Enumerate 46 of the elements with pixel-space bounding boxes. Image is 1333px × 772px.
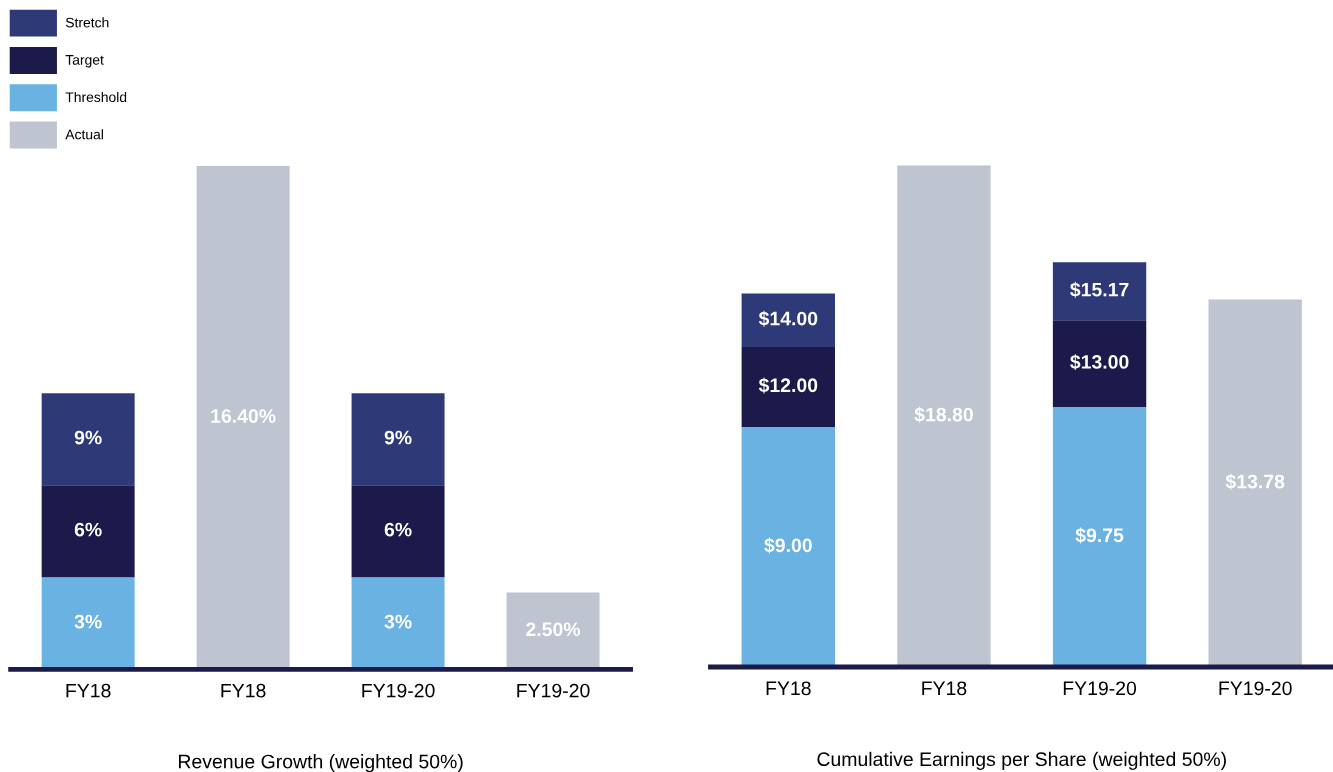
annotation: $13.00 bbox=[1070, 354, 1129, 371]
data-label: 2.50% bbox=[526, 622, 581, 637]
annotation: $15.17 bbox=[1070, 281, 1129, 298]
legend-label: Actual bbox=[65, 129, 103, 140]
data-label: 16.40% bbox=[211, 409, 276, 423]
x-tick-label: FY18 bbox=[922, 681, 967, 696]
bar bbox=[351, 577, 445, 670]
x-tick-label: FY18 bbox=[221, 683, 266, 698]
x-tick-label: FY19-20 bbox=[517, 683, 590, 698]
data-label: $18.80 bbox=[914, 406, 973, 423]
annotation: 9% bbox=[74, 430, 102, 445]
x-tick-label: FY18 bbox=[766, 681, 811, 696]
bar bbox=[506, 592, 600, 670]
bar bbox=[196, 166, 290, 670]
x-axis-title: Cumulative Earnings per Share (weighted 50%) bbox=[817, 751, 1226, 770]
bar bbox=[351, 393, 445, 486]
legend-label: Threshold bbox=[65, 91, 127, 103]
data-label: $13.78 bbox=[1225, 473, 1285, 490]
bar bbox=[741, 346, 835, 427]
bar bbox=[1052, 406, 1147, 668]
data-label: 3% bbox=[74, 614, 102, 629]
data-label: 3% bbox=[384, 614, 412, 629]
bar bbox=[41, 577, 135, 670]
bar bbox=[1208, 299, 1302, 668]
bar bbox=[351, 485, 445, 578]
annotation: 6% bbox=[74, 522, 102, 537]
annotation: $12.00 bbox=[758, 377, 818, 394]
data-label: $9.75 bbox=[1075, 527, 1124, 544]
bar bbox=[41, 485, 135, 578]
bar bbox=[897, 165, 991, 668]
x-tick-label: FY19-20 bbox=[1219, 681, 1292, 696]
bar bbox=[741, 426, 835, 668]
bar bbox=[1052, 320, 1147, 407]
legend-label: Target bbox=[65, 55, 104, 68]
annotation: 6% bbox=[384, 522, 412, 537]
x-tick-label: FY18 bbox=[66, 683, 111, 698]
annotation: 9% bbox=[384, 430, 412, 445]
legend-label: Stretch bbox=[65, 17, 109, 28]
x-tick-label: FY19-20 bbox=[1063, 681, 1137, 696]
annotation: $14.00 bbox=[758, 310, 818, 327]
bar bbox=[1052, 262, 1147, 321]
data-label: $9.00 bbox=[764, 537, 812, 554]
bar bbox=[741, 293, 835, 347]
x-axis-title: Revenue Growth (weighted 50%) bbox=[178, 754, 463, 772]
x-tick-label: FY19-20 bbox=[362, 683, 435, 698]
bar bbox=[41, 393, 135, 486]
